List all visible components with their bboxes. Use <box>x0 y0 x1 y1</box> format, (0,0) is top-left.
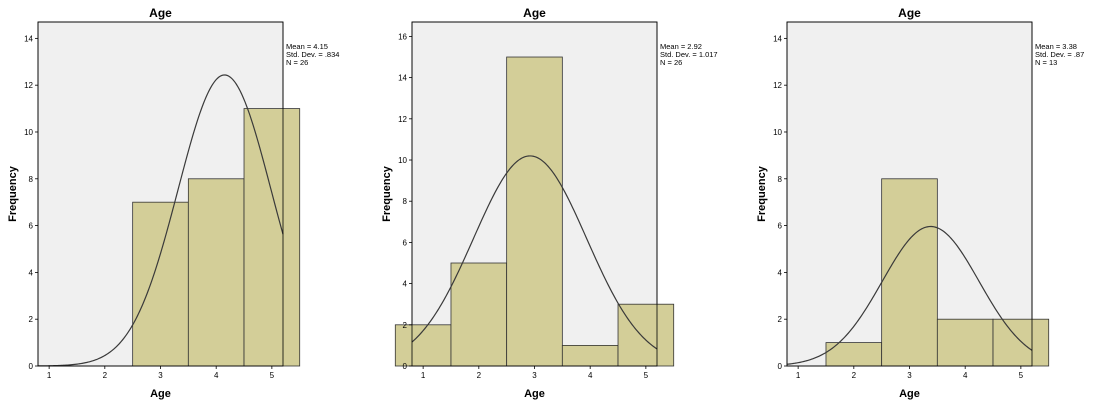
bar-age-4 <box>187 178 245 367</box>
y-tick-label: 10 <box>773 128 782 137</box>
y-axis-label: Frequency <box>756 165 768 222</box>
stats-line: N = 26 <box>660 58 682 67</box>
x-tick-label: 2 <box>103 371 108 380</box>
y-tick-label: 6 <box>403 238 408 247</box>
bar-age-3 <box>132 201 189 367</box>
x-tick-label: 4 <box>214 371 219 380</box>
y-tick-label: 14 <box>24 34 33 43</box>
y-tick-label: 0 <box>778 362 783 371</box>
y-tick-label: 6 <box>29 222 34 231</box>
stats-line: Mean = 3.38 <box>1035 42 1077 51</box>
y-tick-label: 0 <box>29 362 34 371</box>
bar-age-4 <box>561 345 619 367</box>
x-tick-label: 3 <box>158 371 163 380</box>
stats-line: Std. Dev. = 1.017 <box>660 50 718 59</box>
normal-curve <box>411 155 658 350</box>
y-tick-label: 8 <box>403 197 408 206</box>
normal-curve <box>37 74 284 367</box>
histogram-chart-1: 0 2 4 6 8 10 12 14 1 2 3 4 5 Age Age Frequency Mean = 4.… <box>0 0 360 405</box>
x-tick-label: 1 <box>47 371 52 380</box>
x-axis-label: Age <box>524 388 545 400</box>
chart-title: Age <box>898 6 921 20</box>
normal-curve <box>786 225 1033 365</box>
chart-title: Age <box>523 6 546 20</box>
bar-age-5 <box>243 108 301 367</box>
y-tick-label: 6 <box>778 222 783 231</box>
y-tick-label: 12 <box>773 81 782 90</box>
stats-line: Mean = 4.15 <box>286 42 328 51</box>
y-axis-label: Frequency <box>7 165 19 222</box>
x-tick-label: 5 <box>644 371 649 380</box>
histogram-chart-3: 0 2 4 6 8 10 12 14 1 2 3 4 5 Age Age Frequency Mean = 3.… <box>749 0 1109 405</box>
y-tick-label: 14 <box>773 34 782 43</box>
x-tick-label: 1 <box>796 371 801 380</box>
bar-age-5 <box>617 303 675 367</box>
y-tick-label: 0 <box>403 362 408 371</box>
x-tick-label: 2 <box>852 371 857 380</box>
x-tick-label: 4 <box>963 371 968 380</box>
stats-line: N = 13 <box>1035 58 1057 67</box>
bar-age-3 <box>506 56 563 367</box>
y-tick-label: 10 <box>24 128 33 137</box>
bar-age-5 <box>992 318 1050 367</box>
x-tick-label: 3 <box>907 371 912 380</box>
stats-line: N = 26 <box>286 58 308 67</box>
x-tick-label: 1 <box>421 371 426 380</box>
y-tick-label: 12 <box>24 81 33 90</box>
y-tick-label: 12 <box>398 115 407 124</box>
stats-line: Std. Dev. = .87 <box>1035 50 1084 59</box>
y-tick-label: 2 <box>403 321 408 330</box>
y-tick-label: 16 <box>398 32 407 41</box>
x-tick-label: 5 <box>1019 371 1024 380</box>
y-tick-label: 14 <box>398 74 407 83</box>
y-tick-label: 2 <box>29 315 34 324</box>
stats-line: Std. Dev. = .834 <box>286 50 339 59</box>
stats-line: Mean = 2.92 <box>660 42 702 51</box>
bar-age-2 <box>450 262 508 367</box>
y-tick-label: 10 <box>398 156 407 165</box>
x-axis-label: Age <box>150 388 171 400</box>
y-tick-label: 8 <box>778 175 783 184</box>
x-tick-label: 2 <box>477 371 482 380</box>
x-tick-label: 5 <box>270 371 275 380</box>
histogram-chart-2: 0 2 4 6 8 10 12 14 16 1 2 3 4 5 Age Age Frequency Mean = … <box>374 0 734 405</box>
x-tick-label: 4 <box>588 371 593 380</box>
y-axis-label: Frequency <box>381 165 393 222</box>
y-tick-label: 4 <box>778 268 783 277</box>
chart-title: Age <box>149 6 172 20</box>
x-tick-label: 3 <box>532 371 537 380</box>
y-tick-label: 4 <box>403 280 408 289</box>
y-tick-label: 8 <box>29 175 34 184</box>
y-tick-label: 4 <box>29 268 34 277</box>
bar-age-3 <box>881 178 938 367</box>
bar-age-4 <box>936 318 994 367</box>
y-tick-label: 2 <box>778 315 783 324</box>
x-axis-label: Age <box>899 388 920 400</box>
